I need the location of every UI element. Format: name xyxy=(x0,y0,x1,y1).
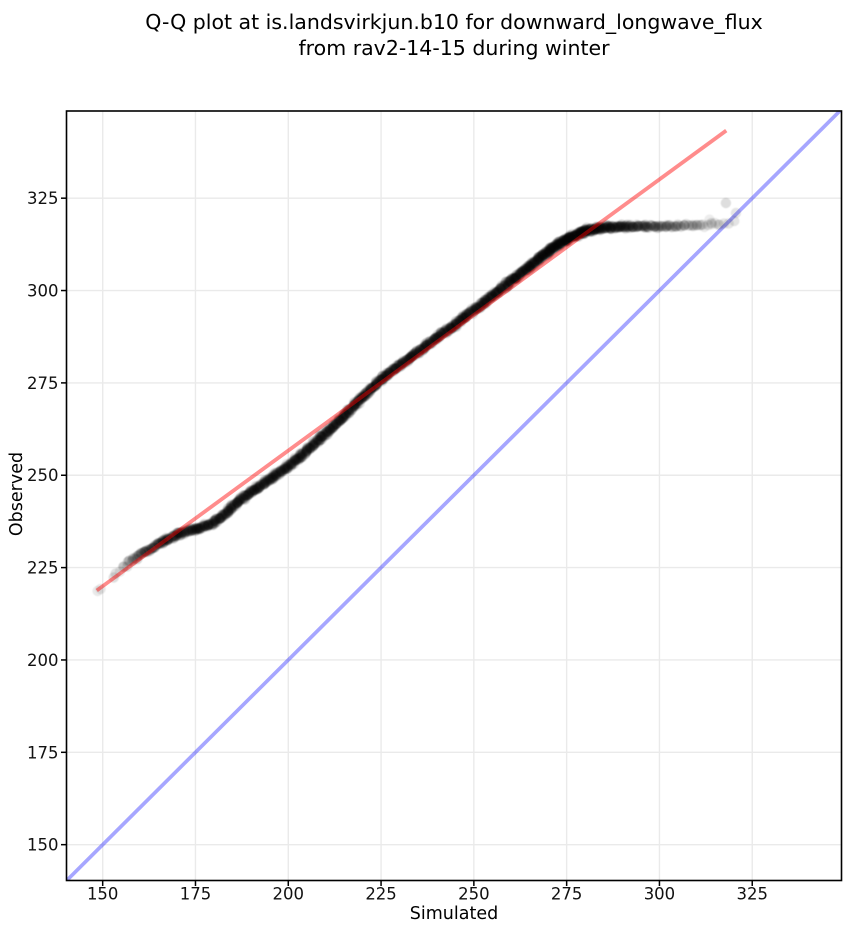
scatter-point xyxy=(95,583,106,595)
y-tick-label: 200 xyxy=(27,651,59,670)
x-tick-label: 150 xyxy=(87,885,119,904)
chart-title-line1: Q-Q plot at is.landsvirkjun.b10 for down… xyxy=(145,10,763,34)
y-axis-label: Observed xyxy=(7,451,27,537)
outlier-point xyxy=(704,214,715,225)
identity-line xyxy=(66,111,842,881)
x-tick-label: 175 xyxy=(180,885,212,904)
plot-border xyxy=(65,110,843,882)
outlier-point xyxy=(720,197,732,209)
y-tick-label: 275 xyxy=(27,374,59,393)
y-tick-label: 225 xyxy=(27,559,59,578)
chart-title-line2: from rav2-14-15 during winter xyxy=(298,36,610,60)
chart-title: Q-Q plot at is.landsvirkjun.b10 for down… xyxy=(66,9,842,61)
scatter-point xyxy=(729,215,740,227)
x-tick-label: 275 xyxy=(551,885,583,904)
y-tick-label: 250 xyxy=(27,466,59,485)
y-tick-label: 175 xyxy=(27,743,59,762)
y-tick-label: 325 xyxy=(27,189,59,208)
qq-fit-line xyxy=(95,129,728,593)
y-tick-label: 150 xyxy=(27,836,59,855)
x-axis-label: Simulated xyxy=(409,904,499,924)
x-tick-label: 225 xyxy=(365,885,397,904)
y-tick-label: 300 xyxy=(27,282,59,301)
x-tick-label: 250 xyxy=(458,885,490,904)
x-tick-label: 325 xyxy=(736,885,768,904)
x-tick-label: 300 xyxy=(644,885,676,904)
scatter-points-layer xyxy=(92,197,742,597)
outlier-point xyxy=(730,207,742,219)
x-tick-label: 200 xyxy=(273,885,305,904)
